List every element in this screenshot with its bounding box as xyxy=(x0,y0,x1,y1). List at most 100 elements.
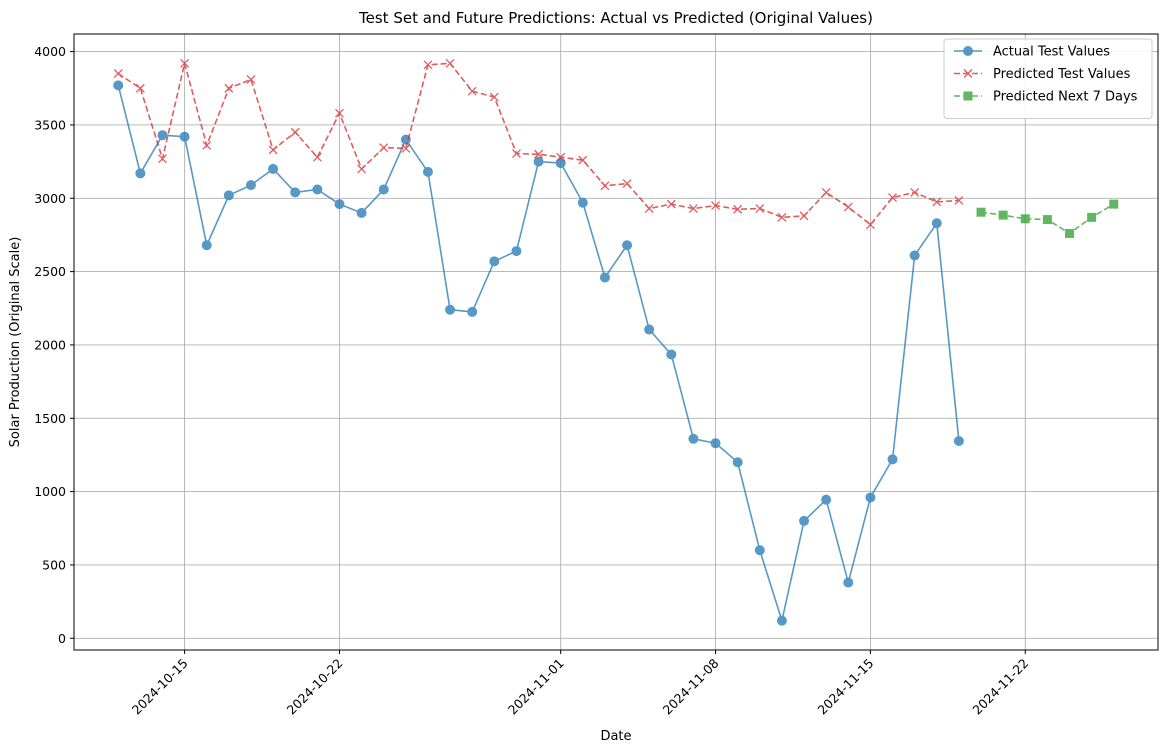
series-actual-point xyxy=(157,130,168,141)
series-actual-point xyxy=(334,199,345,210)
legend-marker-actual xyxy=(963,46,973,56)
series-forecast-point xyxy=(1065,228,1075,238)
series-actual-point xyxy=(953,436,964,446)
series-predicted-point xyxy=(335,108,344,118)
series-predicted-point xyxy=(843,202,853,212)
series-predicted-point xyxy=(865,220,875,230)
series-actual-point xyxy=(622,240,633,251)
series-actual-point xyxy=(754,545,765,556)
series-actual-point xyxy=(644,324,655,335)
series-predicted-point xyxy=(666,199,676,209)
series-actual-point xyxy=(312,184,323,195)
series-actual-point xyxy=(467,306,478,317)
series-actual-point xyxy=(909,250,920,261)
series-actual-point xyxy=(887,454,898,465)
plot-frame xyxy=(73,33,1159,651)
legend-label-forecast: Predicted Next 7 Days xyxy=(993,90,1138,105)
series-predicted-point xyxy=(777,212,787,222)
series-actual-point xyxy=(533,156,544,167)
series-predicted-point xyxy=(755,204,765,213)
y-tick-label: 500 xyxy=(42,557,66,572)
legend-marker-forecast xyxy=(963,91,973,101)
series-actual-point xyxy=(666,349,677,360)
grid xyxy=(74,34,1158,650)
series-predicted-point xyxy=(423,60,433,70)
series-predicted-point xyxy=(888,193,897,202)
y-tick-label: 4000 xyxy=(34,44,66,59)
series-predicted-point xyxy=(224,83,234,93)
legend-frame xyxy=(943,38,1153,119)
series-predicted-point xyxy=(180,58,190,68)
series-forecast-point xyxy=(1020,214,1030,224)
series-predicted-point xyxy=(733,204,743,214)
series-predicted-point xyxy=(556,152,566,162)
series-actual-point xyxy=(599,272,610,283)
series-actual-point xyxy=(378,184,389,195)
chart-title: Test Set and Future Predictions: Actual … xyxy=(358,9,873,27)
series-predicted-point xyxy=(202,141,212,150)
series-actual-point xyxy=(799,515,810,526)
series-predicted-point xyxy=(290,127,300,137)
series-forecast-point xyxy=(976,207,986,217)
y-tick-label: 2500 xyxy=(34,264,66,279)
legend-entry-predicted xyxy=(954,69,982,78)
series-predicted-point xyxy=(644,204,654,213)
series-predicted-point xyxy=(401,143,411,153)
series-actual-point xyxy=(931,218,942,229)
series-predicted-point xyxy=(799,211,809,221)
series-actual-point xyxy=(821,494,832,505)
series-layer xyxy=(113,58,1119,626)
series-actual-point xyxy=(555,158,566,169)
series-predicted-point xyxy=(910,187,920,197)
series-predicted-point xyxy=(489,92,499,102)
legend-label-actual: Actual Test Values xyxy=(993,45,1110,60)
series-actual-point xyxy=(732,457,743,468)
series-predicted-point xyxy=(954,196,964,205)
y-tick-label: 3000 xyxy=(34,191,66,206)
series-actual-point xyxy=(201,240,212,251)
series-predicted-point xyxy=(135,83,145,93)
series-predicted-point xyxy=(821,187,831,197)
series-predicted-point xyxy=(622,179,632,189)
legend-marker-predicted xyxy=(963,69,973,78)
series-actual-point xyxy=(135,168,146,179)
y-axis-title: Solar Production (Original Scale) xyxy=(8,237,23,448)
y-tick-label: 1000 xyxy=(34,484,66,499)
series-predicted-point xyxy=(445,58,455,68)
series-predicted-point xyxy=(379,143,389,153)
series-forecast-point xyxy=(998,210,1008,220)
series-forecast-point xyxy=(1109,199,1119,209)
series-actual-point xyxy=(290,187,301,198)
series-actual-point xyxy=(776,615,787,626)
series-predicted-point xyxy=(534,149,544,159)
series-predicted-point xyxy=(113,69,123,79)
y-tick-label: 2000 xyxy=(34,337,66,352)
series-predicted-point xyxy=(578,155,588,165)
series-predicted-point xyxy=(688,204,698,213)
series-predicted-point xyxy=(932,197,942,207)
series-forecast xyxy=(976,199,1119,238)
series-predicted-point xyxy=(312,152,322,162)
series-actual-point xyxy=(179,131,190,142)
series-actual xyxy=(113,80,964,626)
series-actual-point xyxy=(489,256,500,267)
series-predicted-point xyxy=(357,164,367,174)
series-actual-point xyxy=(268,163,279,174)
legend-entry-actual xyxy=(954,46,982,56)
legend-label-predicted: Predicted Test Values xyxy=(993,67,1131,82)
y-tick-label: 3500 xyxy=(34,117,66,132)
series-predicted xyxy=(113,58,964,230)
series-actual-point xyxy=(511,246,522,257)
series-predicted-point xyxy=(158,154,167,164)
series-predicted-point xyxy=(511,149,521,158)
series-actual-point xyxy=(422,166,433,177)
series-actual-point xyxy=(356,207,367,218)
y-tick-label: 1500 xyxy=(34,411,66,426)
series-predicted-point xyxy=(711,201,721,211)
series-actual-point xyxy=(245,180,256,191)
legend: Actual Test Values Predicted Test Values P… xyxy=(943,38,1153,119)
y-tick-label: 0 xyxy=(58,631,66,646)
series-actual-point xyxy=(688,433,699,444)
